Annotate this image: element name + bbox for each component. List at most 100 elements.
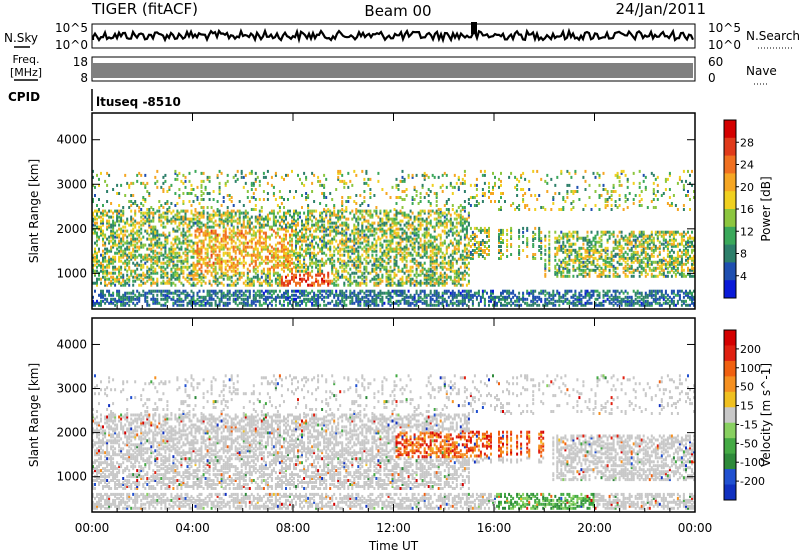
heatmap-cell	[130, 241, 133, 245]
heatmap-cell	[351, 247, 354, 251]
heatmap-cell	[333, 229, 336, 233]
heatmap-cell	[166, 255, 169, 259]
heatmap-cell	[305, 215, 308, 219]
heatmap-cell	[391, 185, 394, 189]
heatmap-cell	[375, 263, 378, 267]
heatmap-cell	[254, 299, 257, 303]
heatmap-cell	[419, 283, 422, 287]
heatmap-cell	[309, 253, 312, 257]
heatmap-cell	[441, 267, 444, 271]
heatmap-cell	[363, 200, 366, 203]
heatmap-cell	[413, 185, 416, 189]
heatmap-cell	[126, 217, 129, 221]
heatmap-cell	[385, 255, 388, 259]
heatmap-cell	[266, 275, 269, 279]
heatmap-cell	[146, 295, 149, 299]
heatmap-cell	[152, 293, 155, 297]
heatmap-cell	[94, 229, 96, 233]
heatmap-cell	[232, 175, 235, 179]
heatmap-cell	[200, 239, 203, 243]
heatmap-cell	[409, 279, 412, 283]
heatmap-cell	[385, 271, 388, 275]
heatmap-cell	[186, 229, 189, 233]
heatmap-cell	[413, 283, 416, 287]
heatmap-cell	[170, 249, 173, 253]
heatmap-cell	[389, 225, 392, 229]
heatmap-cell	[134, 219, 137, 223]
heatmap-cell	[419, 253, 422, 257]
heatmap-cell	[232, 219, 235, 223]
heatmap-cell	[383, 301, 386, 305]
heatmap-cell	[399, 235, 402, 239]
heatmap-cell	[182, 271, 185, 275]
heatmap-cell	[297, 221, 299, 225]
heatmap-cell	[341, 211, 344, 215]
heatmap-cell	[244, 261, 247, 265]
heatmap-cell	[92, 267, 94, 271]
heatmap-cell	[242, 273, 245, 277]
heatmap-cell	[120, 295, 123, 299]
heatmap-cell	[341, 233, 344, 237]
heatmap-cell	[242, 259, 245, 263]
heatmap-cell	[132, 194, 135, 197]
heatmap-cell	[186, 295, 189, 299]
heatmap-cell	[164, 295, 167, 299]
heatmap-cell	[226, 219, 229, 223]
heatmap-cell	[102, 233, 104, 237]
heatmap-cell	[285, 275, 287, 279]
heatmap-cell	[407, 289, 410, 293]
heatmap-cell	[317, 301, 320, 305]
heatmap-cell	[387, 247, 390, 251]
heatmap-cell	[395, 227, 398, 231]
heatmap-cell	[347, 259, 350, 263]
heatmap-cell	[381, 257, 384, 261]
heatmap-cell	[337, 169, 340, 173]
heatmap-cell	[200, 225, 203, 229]
heatmap-cell	[429, 259, 432, 263]
heatmap-cell	[315, 273, 318, 277]
heatmap-cell	[425, 273, 428, 277]
heatmap-cell	[419, 289, 422, 293]
heatmap-cell	[431, 261, 434, 265]
heatmap-cell	[341, 265, 344, 269]
heatmap-cell	[295, 233, 297, 237]
heatmap-cell	[373, 283, 376, 287]
heatmap-cell	[299, 277, 301, 281]
heatmap-cell	[439, 221, 442, 225]
heatmap-cell	[202, 299, 205, 303]
heatmap-cell	[192, 265, 195, 269]
heatmap-cell	[208, 237, 211, 241]
heatmap-cell	[224, 233, 227, 237]
heatmap-cell	[297, 231, 299, 235]
heatmap-cell	[363, 235, 366, 239]
heatmap-cell	[196, 219, 199, 223]
heatmap-cell	[391, 249, 394, 253]
heatmap-cell	[182, 261, 185, 265]
heatmap-cell	[303, 269, 306, 273]
heatmap-cell	[423, 171, 426, 175]
heatmap-cell	[166, 273, 169, 277]
heatmap-cell	[389, 239, 392, 243]
heatmap-cell	[349, 283, 352, 287]
heatmap-cell	[218, 289, 221, 293]
heatmap-cell	[142, 255, 145, 259]
heatmap-cell	[443, 271, 446, 275]
heatmap-cell	[280, 255, 283, 259]
heatmap-cell	[106, 190, 109, 193]
heatmap-cell	[236, 231, 239, 235]
heatmap-cell	[204, 188, 207, 191]
heatmap-cell	[321, 183, 324, 187]
heatmap-cell	[164, 301, 167, 305]
heatmap-cell	[168, 185, 171, 189]
heatmap-cell	[244, 293, 247, 297]
heatmap-cell	[222, 237, 225, 241]
heatmap-cell	[146, 190, 149, 193]
freq-label-1: Freq.	[12, 53, 39, 66]
heatmap-cell	[280, 175, 283, 179]
heatmap-cell	[224, 271, 227, 275]
heatmap-cell	[202, 213, 205, 217]
heatmap-cell	[369, 289, 372, 293]
heatmap-cell	[333, 295, 336, 299]
heatmap-cell	[96, 277, 98, 281]
heatmap-cell	[285, 247, 287, 251]
